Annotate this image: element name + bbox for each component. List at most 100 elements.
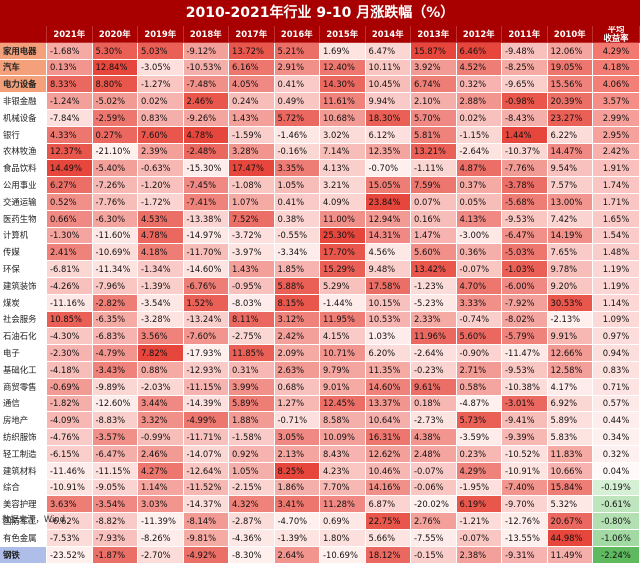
table-cell: 10.66% [547, 462, 593, 480]
table-cell: 4.33% [47, 126, 93, 144]
row-industry-name: 食品饮料 [0, 160, 47, 178]
column-header: 2012年 [456, 26, 502, 43]
table-cell: 1.69% [320, 42, 366, 60]
table-cell: -1.15% [456, 126, 502, 144]
table-cell: -5.40% [92, 160, 138, 178]
table-cell: -0.07% [456, 529, 502, 547]
table-cell: 2.39% [138, 143, 184, 161]
table-cell: -11.60% [92, 227, 138, 245]
table-cell: -12.76% [502, 513, 548, 530]
table-cell: 0.13% [47, 59, 93, 77]
table-cell: 0.27% [92, 126, 138, 144]
table-cell: 8.43% [320, 445, 366, 463]
table-cell: -9.39% [502, 429, 548, 446]
table-cell: 0.41% [274, 76, 320, 94]
table-cell: -3.97% [229, 244, 275, 262]
table-cell: 0.37% [456, 177, 502, 194]
table-cell: 5.21% [274, 42, 320, 60]
table-cell: -7.84% [47, 109, 93, 127]
table-cell: 6.87% [365, 496, 411, 514]
table-cell: 0.83% [138, 109, 184, 127]
table-cell: 11.61% [320, 93, 366, 110]
table-cell: 3.12% [274, 311, 320, 329]
table-cell: 12.40% [320, 59, 366, 77]
table-cell: 3.02% [320, 126, 366, 144]
table-cell: 1.80% [320, 529, 366, 547]
table-cell: 13.37% [365, 395, 411, 413]
column-header-average-line2: 收益率 [603, 32, 629, 43]
table-cell: -6.81% [47, 261, 93, 278]
table-cell: -7.26% [92, 177, 138, 194]
table-cell: 19.05% [547, 59, 593, 77]
table-cell: 2.76% [411, 513, 457, 530]
table-cell: -5.23% [411, 294, 457, 312]
table-cell: -4.92% [183, 546, 229, 564]
table-cell: 5.60% [411, 244, 457, 262]
table-cell: 6.27% [47, 177, 93, 194]
table-cell: -4.09% [47, 412, 93, 430]
row-industry-name: 商贸零售 [0, 378, 47, 396]
average-return-cell: 4.29% [593, 42, 640, 60]
table-cell: 17.70% [320, 244, 366, 262]
table-cell: 1.27% [274, 395, 320, 413]
table-cell: 8.25% [274, 462, 320, 480]
table-cell: 6.47% [365, 42, 411, 60]
table-cell: -0.69% [47, 378, 93, 396]
row-industry-name: 社会服务 [0, 311, 47, 329]
column-header: 2018年 [183, 26, 229, 43]
average-return-cell: 1.65% [593, 210, 640, 228]
row-industry-name: 建筑装饰 [0, 277, 47, 295]
table-cell: 0.38% [274, 210, 320, 228]
table-cell: 13.72% [229, 42, 275, 60]
table-cell: -12.64% [183, 462, 229, 480]
data-table: 2021年 2020年 2019年 2018年 2017年 2016年 2015年 2014年… [0, 26, 640, 564]
average-return-cell: 0.57% [593, 395, 640, 413]
table-cell: 1.52% [183, 294, 229, 312]
table-cell: -4.18% [47, 361, 93, 379]
table-cell: 25.30% [320, 227, 366, 245]
table-cell: 10.68% [320, 109, 366, 127]
table-cell: -9.65% [502, 76, 548, 94]
table-cell: 2.48% [411, 445, 457, 463]
table-cell: -10.91% [502, 462, 548, 480]
average-return-cell: 0.83% [593, 361, 640, 379]
table-cell: -12.93% [183, 361, 229, 379]
table-cell: -1.20% [138, 177, 184, 194]
table-cell: 20.39% [547, 93, 593, 110]
table-cell: 0.58% [456, 378, 502, 396]
table-cell: -5.03% [502, 244, 548, 262]
table-cell: 9.94% [365, 93, 411, 110]
table-cell: 12.45% [320, 395, 366, 413]
table-cell: 15.87% [411, 42, 457, 60]
table-cell: 7.42% [547, 210, 593, 228]
table-cell: -9.81% [183, 529, 229, 547]
table-cell: -11.15% [183, 378, 229, 396]
table-cell: 4.53% [138, 210, 184, 228]
table-cell: 10.11% [365, 59, 411, 77]
table-cell: -7.76% [502, 160, 548, 178]
table-cell: -1.30% [47, 227, 93, 245]
table-cell: -8.03% [229, 294, 275, 312]
table-cell: 4.78% [138, 227, 184, 245]
table-cell: -3.78% [502, 177, 548, 194]
table-cell: 9.79% [320, 361, 366, 379]
table-cell: -7.45% [183, 177, 229, 194]
table-cell: 2.38% [456, 546, 502, 564]
row-industry-name: 环保 [0, 261, 47, 278]
table-cell: -20.02% [411, 496, 457, 514]
table-cell: 0.68% [274, 378, 320, 396]
average-return-cell: 1.71% [593, 193, 640, 211]
table-cell: 6.12% [365, 126, 411, 144]
table-cell: -9.89% [92, 378, 138, 396]
table-cell: 14.49% [47, 160, 93, 178]
table-cell: -7.41% [183, 193, 229, 211]
table-cell: 14.60% [365, 378, 411, 396]
table-cell: -1.21% [456, 513, 502, 530]
table-cell: -14.37% [183, 496, 229, 514]
table-cell: 2.71% [456, 361, 502, 379]
average-return-cell: 3.57% [593, 93, 640, 110]
table-cell: 12.62% [365, 445, 411, 463]
table-cell: 11.35% [365, 361, 411, 379]
table-cell: -14.97% [183, 227, 229, 245]
row-industry-name: 农林牧渔 [0, 143, 47, 161]
